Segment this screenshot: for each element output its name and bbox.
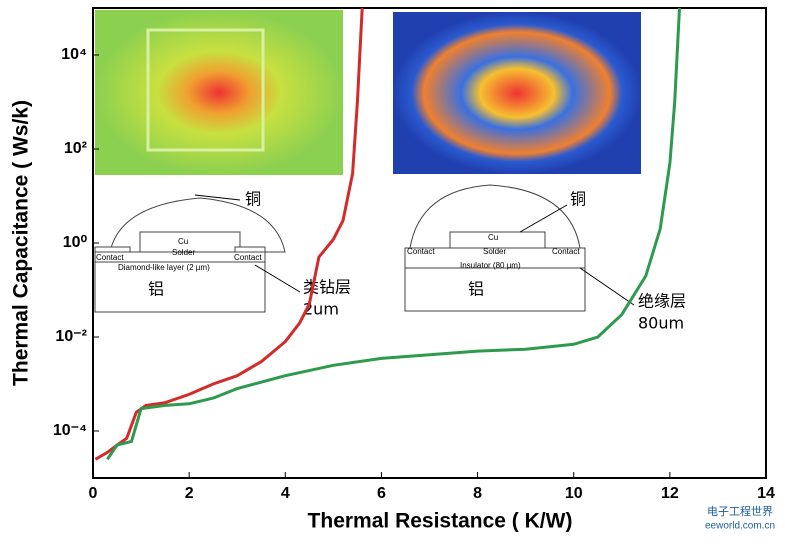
annotation: 铜 <box>570 190 586 209</box>
x-tick-label: 6 <box>377 485 386 502</box>
x-tick-label: 4 <box>281 485 290 502</box>
annotation: Insulator (80 µm) <box>460 261 521 270</box>
annotation: Contact <box>96 253 124 262</box>
inset-right <box>393 12 641 312</box>
thermal-image <box>95 10 343 175</box>
x-tick-label: 10 <box>565 485 583 502</box>
leader <box>194 194 241 201</box>
annotation: Contact <box>234 253 262 262</box>
inset-left <box>94 10 343 313</box>
watermark: 电子工程世界 <box>707 505 773 518</box>
y-tick-label: 10⁻⁴ <box>53 422 87 439</box>
annotation: Cu <box>488 233 498 242</box>
watermark: eeworld.com.cn <box>705 521 775 532</box>
x-tick-label: 0 <box>89 485 98 502</box>
y-tick-label: 10⁴ <box>61 46 87 63</box>
annotation: 铝 <box>148 280 164 299</box>
data-line <box>106 7 681 461</box>
annotation: 绝缘层 <box>638 292 686 311</box>
annotation: Cu <box>178 237 188 246</box>
leader <box>579 267 635 306</box>
x-tick-label: 2 <box>185 485 194 502</box>
thermal-outline <box>146 28 265 152</box>
x-axis-title: Thermal Resistance ( K/W) <box>308 510 573 533</box>
y-tick-label: 10⁻² <box>55 328 87 345</box>
x-tick-label: 8 <box>473 485 482 502</box>
annotation: Solder <box>172 248 195 257</box>
annotation: 2um <box>303 300 339 319</box>
annotation: Diamond-like layer (2 µm) <box>118 263 210 272</box>
y-axis-title: Thermal Capacitance ( Ws/k) <box>10 100 33 386</box>
annotation: 铝 <box>468 280 484 299</box>
diagram <box>404 184 586 312</box>
thermal-image <box>393 12 641 174</box>
annotation: 铜 <box>245 190 261 209</box>
x-tick-label: 14 <box>757 485 775 502</box>
annotation: Contact <box>407 247 435 256</box>
annotation: 80um <box>638 314 684 333</box>
annotation: Contact <box>552 247 580 256</box>
diagram <box>94 197 286 313</box>
y-tick-label: 10² <box>64 140 87 157</box>
leader <box>254 264 301 293</box>
x-tick-label: 12 <box>661 485 679 502</box>
annotation: Solder <box>483 247 506 256</box>
y-tick-label: 10⁰ <box>63 234 88 251</box>
leader <box>519 204 568 233</box>
data-line <box>94 7 364 461</box>
